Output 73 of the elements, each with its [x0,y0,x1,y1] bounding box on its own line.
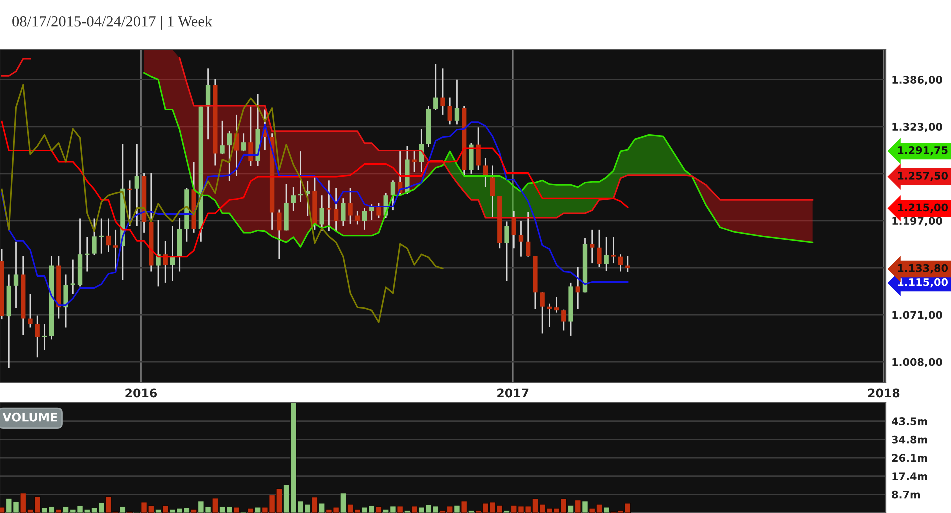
y2-tick-label: 1.257,50 [898,172,948,182]
candlestick [448,97,452,126]
y-tick-label: 43.5m [892,418,928,426]
candlestick [611,236,616,264]
candlestick [248,106,254,168]
x-tick-label: 2017 [498,388,529,398]
y-tick-label: 26.1m [892,454,928,462]
candlestick [518,220,524,258]
candlestick [134,143,140,227]
candlestick [348,187,353,225]
candlestick [128,180,132,227]
y2-tick-label: 1.115,00 [898,278,948,288]
candlestick [334,187,339,232]
candlestick [355,210,360,226]
candlestick [227,130,232,182]
x-tick-label: 2018 [868,388,900,398]
candlestick [320,194,324,232]
candlestick [99,218,104,255]
candlestick [42,323,48,351]
candlestick [526,211,531,258]
candlestick [64,274,68,328]
candlestick [326,180,332,232]
candlestick [106,218,112,254]
candlestick [277,209,282,260]
candlestick [483,158,488,188]
y2-tick-label: 1.291,75 [898,146,948,156]
candlestick [540,292,545,334]
candlestick [14,241,19,310]
candlestick [618,254,624,272]
candlestick [490,165,496,219]
candlestick [376,202,382,219]
candlestick [604,236,609,272]
candlestick [70,259,76,295]
y-tick-label: 17.4m [892,472,928,480]
x-tick-label: 2016 [126,388,158,398]
candlestick [512,210,516,250]
candlestick [220,120,225,156]
candlestick [28,293,33,328]
candlestick [412,150,417,174]
y-tick-label: 1.071,00 [892,311,942,320]
candlestick [156,220,161,288]
text: VOLUME [2,412,58,422]
candlestick [298,150,304,204]
candlestick [434,63,438,112]
candlestick [242,132,246,152]
line-series [1,84,444,324]
y2-tick-label: 1.215,00 [898,204,948,213]
candlestick [597,229,602,268]
candlestick [390,180,396,212]
y-tick-label: 34.8m [892,436,928,444]
y-tick-label: 8.7m [892,490,920,499]
candlestick [113,229,118,274]
candlestick [362,208,368,231]
candlestick [476,126,481,171]
candlestick [440,68,446,116]
candlestick [454,79,460,126]
y-tick-label: 1.197,00 [892,217,942,226]
candlestick [291,186,296,212]
candlestick [554,296,560,314]
y-tick-label: 1.386,00 [892,76,942,86]
y-tick-label: 1.008,00 [892,358,942,368]
candlestick [35,315,40,358]
candlestick [562,309,566,332]
candlestick [504,221,510,282]
y-tick-label: 1.323,00 [892,123,942,132]
line-series [1,122,629,306]
chart-title: 08/17/2015-04/24/2017 | 1 Week [12,16,213,30]
candlestick [590,229,595,264]
candlestick [341,198,346,227]
candlestick [85,236,90,272]
candlestick [92,218,97,256]
y2-tick-label: 1.133,80 [898,264,948,274]
candlestick [576,266,580,310]
